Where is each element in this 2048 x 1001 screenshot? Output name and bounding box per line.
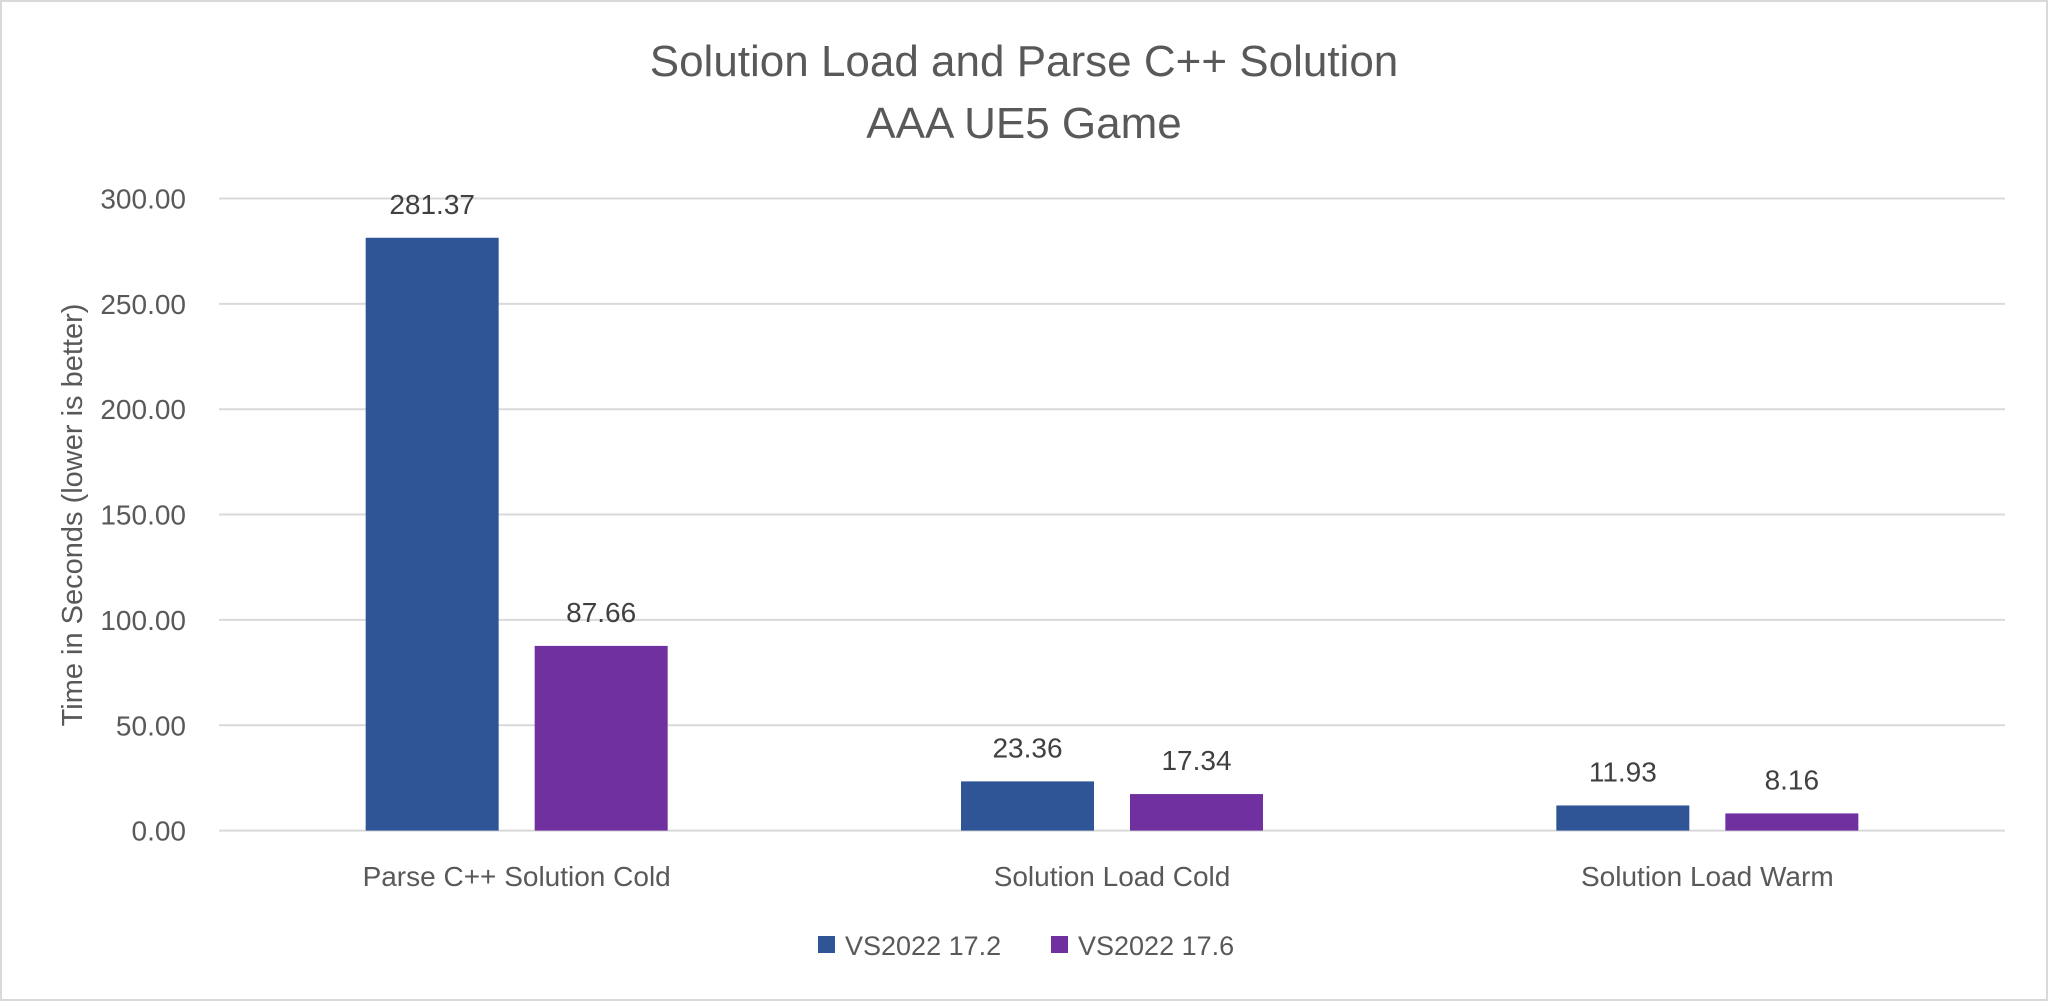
data-label: 281.37 [389, 189, 475, 220]
y-tick-label: 50.00 [116, 710, 186, 741]
bar [365, 237, 499, 831]
y-tick-label: 200.00 [100, 394, 186, 425]
y-tick-label: 0.00 [132, 816, 187, 847]
legend-swatch [818, 936, 835, 953]
data-label: 11.93 [1589, 756, 1657, 787]
bar [961, 781, 1094, 831]
bar [534, 645, 668, 831]
y-tick-label: 250.00 [100, 289, 186, 320]
x-tick-label: Solution Load Cold [994, 861, 1231, 892]
x-tick-label: Parse C++ Solution Cold [363, 861, 671, 892]
bar [1130, 794, 1263, 831]
y-axis-title: Time in Seconds (lower is better) [57, 304, 89, 727]
chart-title: Solution Load and Parse C++ Solution [650, 37, 1399, 86]
chart-subtitle: AAA UE5 Game [866, 99, 1181, 148]
data-label: 8.16 [1765, 764, 1820, 795]
y-tick-label: 300.00 [100, 184, 186, 215]
legend-swatch [1051, 936, 1068, 953]
legend-label: VS2022 17.2 [845, 931, 1001, 961]
bar [1556, 805, 1690, 831]
y-tick-label: 100.00 [100, 605, 186, 636]
data-label: 17.34 [1161, 745, 1231, 776]
bar [1725, 813, 1859, 831]
data-label: 87.66 [566, 597, 636, 628]
data-label: 23.36 [992, 732, 1062, 763]
legend-label: VS2022 17.6 [1078, 931, 1234, 961]
x-tick-label: Solution Load Warm [1581, 861, 1834, 892]
y-tick-label: 150.00 [100, 500, 186, 531]
